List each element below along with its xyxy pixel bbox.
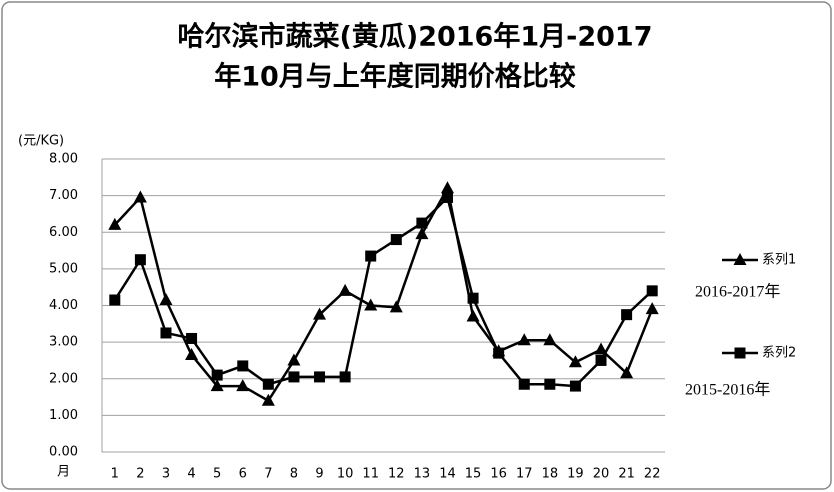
annotation: 2016-2017年 (695, 283, 780, 301)
data-point (621, 309, 633, 321)
y-tick-label: 4.00 (49, 298, 78, 313)
data-point (134, 254, 146, 266)
data-point (568, 355, 582, 368)
x-tick-label: 1 (111, 467, 119, 482)
data-point (440, 181, 454, 194)
x-tick-label: 7 (264, 467, 272, 482)
x-tick-label: 21 (618, 467, 635, 482)
chart-title: 年10月与上年度同期价格比较 (214, 61, 576, 93)
data-point (543, 333, 557, 346)
data-point (415, 227, 429, 240)
x-tick-label: 3 (162, 467, 170, 482)
x-axis-label: 月 (57, 465, 70, 480)
data-point (645, 302, 659, 315)
x-tick-label: 19 (567, 467, 584, 482)
data-point (493, 347, 505, 359)
y-tick-label: 2.00 (49, 371, 78, 386)
data-point (338, 283, 352, 296)
y-axis-label: (元/KG) (18, 134, 64, 149)
data-point (517, 333, 531, 346)
data-point (108, 217, 122, 230)
data-point (594, 342, 608, 355)
y-tick-label: 8.00 (49, 152, 78, 167)
data-point (467, 292, 479, 304)
x-tick-label: 17 (516, 467, 533, 482)
x-tick-label: 13 (414, 467, 431, 482)
data-point (441, 191, 453, 203)
data-point (364, 298, 378, 311)
data-point (416, 217, 428, 229)
x-tick-label: 15 (465, 467, 482, 482)
data-point (595, 354, 607, 366)
data-point (287, 353, 301, 366)
y-tick-label: 6.00 (49, 225, 78, 240)
data-point (569, 380, 581, 392)
legend-label: 系列1 (762, 253, 796, 268)
data-point (620, 366, 634, 379)
x-tick-label: 11 (362, 467, 379, 482)
chart-title: 哈尔滨市蔬菜(黄瓜)2016年1月-2017 (178, 21, 653, 53)
x-tick-label: 20 (593, 467, 610, 482)
y-tick-label: 3.00 (49, 335, 78, 350)
x-tick-label: 22 (644, 467, 661, 482)
data-point (211, 369, 223, 381)
series-line (113, 195, 654, 388)
data-point (288, 371, 300, 383)
data-point (466, 309, 480, 322)
data-point (339, 371, 351, 383)
data-point (237, 360, 249, 372)
x-tick-label: 5 (213, 467, 221, 482)
data-point (236, 379, 250, 392)
x-tick-label: 8 (290, 467, 298, 482)
y-tick-label: 7.00 (49, 188, 78, 203)
x-tick-label: 4 (187, 467, 195, 482)
y-tick-label: 1.00 (49, 408, 78, 423)
series-line (113, 184, 654, 403)
data-point (109, 294, 121, 306)
data-point (646, 285, 658, 297)
legend-label: 系列2 (762, 346, 796, 361)
x-tick-label: 14 (439, 467, 456, 482)
data-point (185, 347, 199, 360)
x-tick-label: 10 (337, 467, 354, 482)
data-point (210, 379, 224, 392)
data-point (261, 393, 275, 406)
data-point (365, 250, 377, 262)
x-tick-label: 16 (490, 467, 507, 482)
x-tick-label: 12 (388, 467, 405, 482)
data-point (389, 300, 403, 313)
x-tick-label: 2 (136, 467, 144, 482)
data-point (313, 307, 327, 320)
data-point (186, 332, 198, 344)
y-tick-label: 5.00 (49, 261, 78, 276)
x-tick-label: 6 (239, 467, 247, 482)
data-point (160, 327, 172, 339)
x-tick-label: 18 (542, 467, 559, 482)
x-tick-label: 9 (315, 467, 323, 482)
data-point (133, 190, 147, 203)
y-tick-label: 0.00 (49, 445, 78, 460)
data-point (518, 378, 530, 390)
annotation: 2015-2016年 (685, 381, 770, 399)
legend-marker (733, 253, 747, 265)
data-point (314, 371, 326, 383)
legend-marker (734, 347, 746, 359)
data-point (390, 234, 402, 246)
data-point (544, 378, 556, 390)
data-point (159, 293, 173, 306)
data-point (262, 378, 274, 390)
